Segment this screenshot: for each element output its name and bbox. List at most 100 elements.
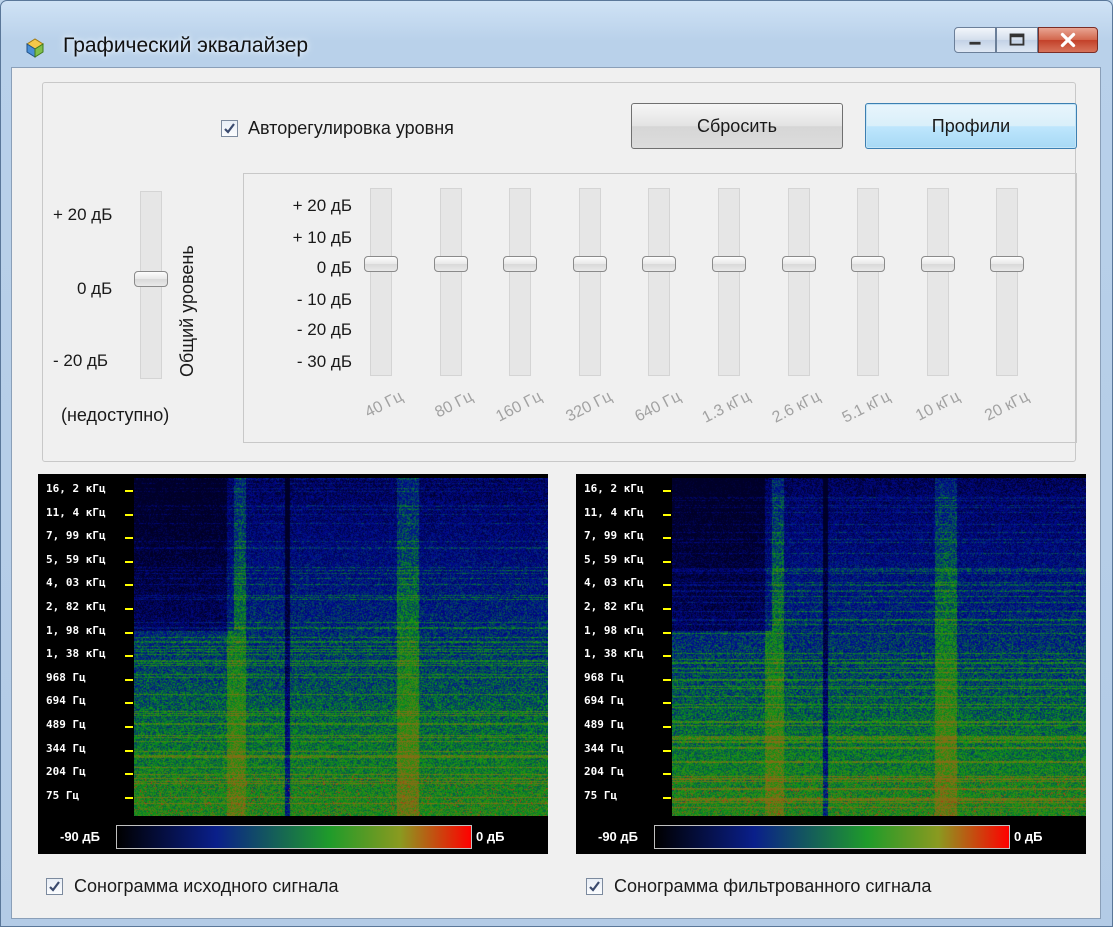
frequency-label: 1, 38 кГц (584, 647, 644, 661)
frequency-tick (663, 584, 671, 587)
frequency-tick (125, 796, 133, 799)
frequency-tick (663, 702, 671, 705)
auto-level-checkbox[interactable] (221, 120, 238, 137)
frequency-label: 204 Гц (46, 765, 86, 779)
source-sonogram-label: Сонограмма исходного сигнала (74, 876, 339, 896)
band-slider-thumb[interactable] (712, 256, 746, 272)
band-slider-track[interactable] (509, 188, 532, 376)
master-slider-thumb[interactable] (134, 271, 168, 287)
band-slider-thumb[interactable] (572, 256, 607, 272)
frequency-tick (663, 537, 671, 540)
band-slider-track[interactable] (648, 188, 671, 376)
band-slider-thumb[interactable] (642, 256, 677, 272)
frequency-label: 2, 82 кГц (46, 600, 106, 613)
source-sonogram-checkbox[interactable] (46, 878, 63, 895)
band-slider-track[interactable] (926, 188, 949, 376)
band-frequency-label: 320 Гц (563, 388, 615, 426)
filtered-sonogram: 16, 2 кГц 11, 4 кГц 7, 99 кГц 5, 59 кГц 4, 0… (576, 474, 1086, 854)
band-slider-thumb[interactable] (851, 256, 886, 272)
frequency-tick (663, 678, 671, 681)
frequency-label: 694 Гц (46, 694, 86, 708)
band-slider-thumb[interactable] (433, 256, 468, 272)
close-button[interactable] (1038, 27, 1098, 53)
frequency-label: 344 Гц (46, 741, 86, 755)
minimize-button[interactable] (954, 27, 996, 53)
band-slider-track[interactable] (578, 188, 601, 376)
scale-min-label: -90 дБ (60, 829, 100, 844)
source-sonogram: 16, 2 кГц 11, 4 кГц 7, 99 кГц 5, 59 кГц 4, 0… (38, 474, 548, 854)
band-frequency-label: 1.3 кГц (700, 388, 754, 427)
checkmark-icon (589, 881, 600, 892)
band-scale-5: - 30 дБ (296, 352, 352, 371)
band-scale-0: + 20 дБ (292, 196, 352, 215)
frequency-label: 968 Гц (584, 670, 624, 684)
auto-level-label: Авторегулировка уровня (248, 118, 454, 138)
band-frequency-label: 10 кГц (912, 388, 963, 425)
frequency-tick (125, 773, 133, 776)
frequency-label: 344 Гц (584, 741, 624, 755)
equalizer-app-icon (26, 38, 44, 58)
color-scale-bar (654, 825, 1010, 849)
band-slider-track[interactable] (857, 188, 880, 376)
maximize-icon (1009, 33, 1025, 46)
frequency-tick (663, 608, 671, 610)
frequency-label: 7, 99 кГц (46, 529, 106, 543)
filtered-sonogram-plot (672, 478, 1086, 816)
checkmark-icon (49, 881, 60, 892)
frequency-label: 1, 98 кГц (584, 623, 644, 637)
filtered-sonogram-label: Сонограмма фильтрованного сигнала (614, 876, 932, 896)
band-scale-3: - 10 дБ (296, 290, 352, 309)
band-slider-thumb[interactable] (781, 256, 816, 272)
title-bar[interactable]: Графический эквалайзер (1, 1, 1112, 81)
band-slider-track[interactable] (996, 188, 1019, 376)
minimize-icon (969, 41, 981, 45)
band-slider-track[interactable] (787, 188, 810, 376)
band-slider-thumb[interactable] (920, 256, 955, 272)
master-scale-bottom: - 20 дБ (53, 351, 109, 370)
frequency-label: 694 Гц (584, 694, 624, 708)
checkmark-icon (224, 123, 235, 134)
band-slider-thumb[interactable] (364, 256, 398, 272)
filtered-sonogram-checkbox[interactable] (586, 878, 603, 895)
band-frequency-label: 160 Гц (493, 388, 545, 426)
master-scale-top: + 20 дБ (53, 205, 113, 224)
band-frequency-label: 5.1 кГц (839, 388, 893, 427)
frequency-tick (663, 749, 671, 752)
frequency-tick (125, 490, 133, 492)
frequency-label: 5, 59 кГц (584, 552, 644, 566)
frequency-tick (125, 584, 133, 587)
frequency-label: 11, 4 кГц (46, 505, 106, 519)
band-slider-track[interactable] (439, 188, 462, 376)
maximize-button[interactable] (996, 27, 1038, 53)
frequency-label: 7, 99 кГц (584, 529, 644, 543)
frequency-label: 75 Гц (46, 788, 80, 802)
frequency-tick (663, 513, 671, 516)
master-unavailable-label: (недоступно) (61, 405, 170, 425)
frequency-label: 968 Гц (46, 670, 86, 684)
band-slider-thumb[interactable] (990, 256, 1025, 272)
frequency-label: 489 Гц (46, 718, 86, 731)
close-icon (1060, 32, 1076, 48)
frequency-label: 1, 98 кГц (46, 623, 106, 637)
frequency-tick (663, 631, 671, 634)
frequency-label: 75 Гц (584, 788, 618, 802)
band-slider-thumb[interactable] (503, 256, 538, 272)
band-scale-1: + 10 дБ (292, 228, 352, 247)
frequency-tick (125, 678, 133, 681)
band-frequency-label: 640 Гц (632, 388, 685, 426)
profiles-button[interactable]: Профили (865, 103, 1077, 149)
master-scale-mid: 0 дБ (77, 279, 113, 298)
frequency-tick (663, 560, 671, 563)
band-slider-track[interactable] (718, 188, 740, 376)
frequency-tick (125, 702, 133, 705)
frequency-label: 4, 03 кГц (46, 576, 106, 590)
band-slider-track[interactable] (370, 188, 392, 376)
band-frequency-label: 80 Гц (431, 388, 476, 422)
reset-button[interactable]: Сбросить (631, 103, 843, 149)
frequency-tick (663, 726, 671, 728)
master-level-label: Общий уровень (177, 245, 197, 377)
frequency-tick (125, 608, 133, 610)
client-area: Авторегулировка уровня Сбросить Профили … (11, 67, 1101, 919)
scale-min-label: -90 дБ (598, 829, 638, 844)
